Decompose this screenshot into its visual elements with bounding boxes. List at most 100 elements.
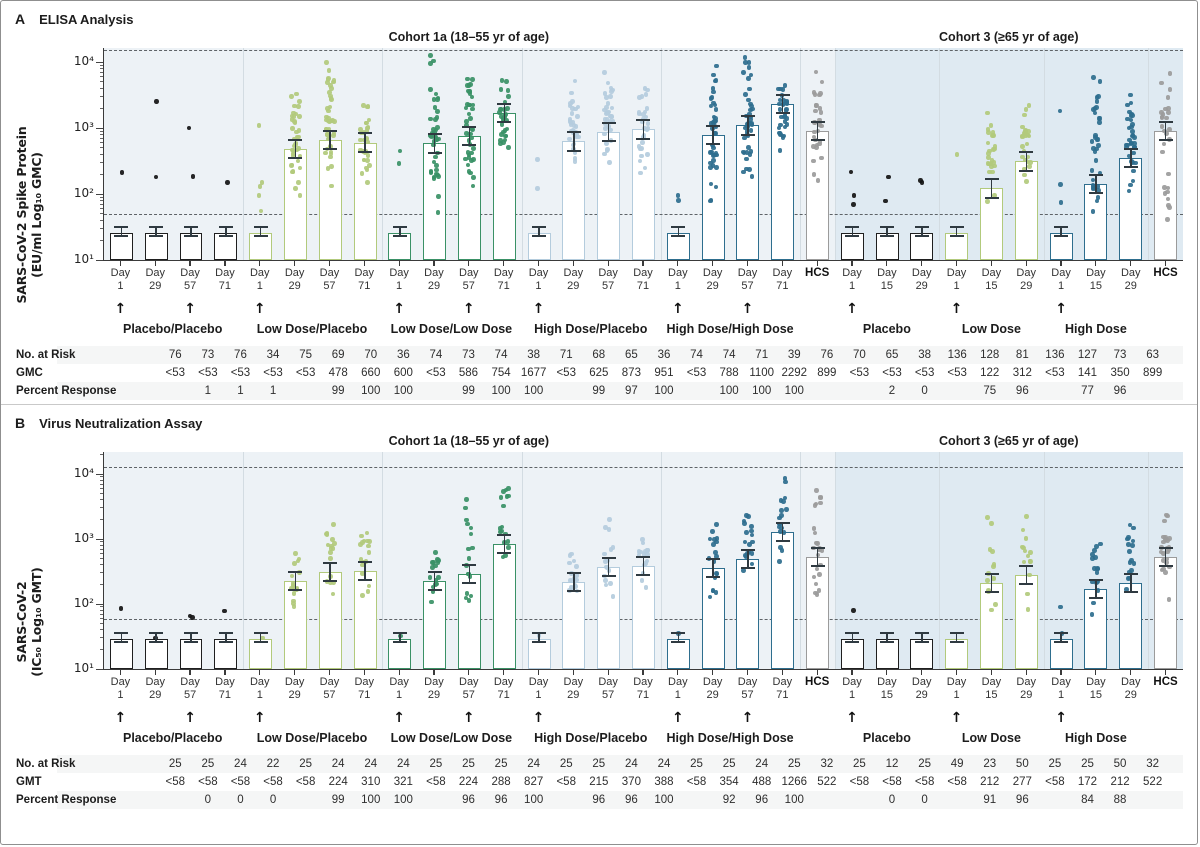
scatter-point (1094, 98, 1100, 104)
vaccination-arrow-icon: ↑ (393, 301, 405, 317)
scatter-point (364, 165, 369, 171)
x-tick-mark (1130, 261, 1132, 266)
scatter-point (1020, 154, 1025, 160)
scatter-point (329, 164, 334, 170)
day-label: Day 1 (660, 670, 695, 702)
error-bar-cap-top (706, 558, 721, 561)
plot-column (731, 48, 766, 260)
vaccination-arrow-row: ↑ ↑ ↑ ↑ ↑ ↑ ↑ ↑ ↑ ↑ ↑ (103, 710, 1183, 731)
error-bar-cap-top (636, 119, 651, 122)
scatter-point (568, 101, 573, 106)
error-bar-cap-bottom (288, 589, 303, 592)
day-number: 57 (741, 280, 754, 292)
group-label: High Dose/High Dose (666, 731, 794, 745)
group-label-row: Placebo/Placebo Low Dose/Placebo Low Dose/… (103, 322, 1183, 341)
scatter-point (610, 545, 616, 550)
scatter-point (433, 116, 439, 122)
error-bar-cap-top (218, 632, 233, 635)
plot-column (1009, 452, 1044, 669)
table-cell: 25 (592, 758, 606, 770)
upper-limit-dashed-line (104, 466, 1183, 468)
day-word: Day (598, 267, 618, 279)
scatter-point (813, 103, 819, 108)
error-bar (294, 572, 297, 591)
day-word: Day (737, 676, 758, 688)
scatter-point (640, 139, 645, 145)
error-bar-cap-bottom (323, 148, 338, 151)
group-label: Placebo/Placebo (122, 322, 223, 336)
scatter-point (290, 584, 296, 590)
scatter-point (431, 139, 437, 144)
scatter-point (602, 121, 608, 127)
scatter-point (328, 550, 334, 555)
plot-column (731, 452, 766, 669)
error-bar-cap-bottom (671, 640, 686, 643)
gm-bar (388, 638, 412, 669)
scatter-point (358, 127, 364, 132)
scatter-point (1132, 160, 1138, 166)
day-label: Day 29 (904, 670, 939, 702)
error-bar (607, 122, 610, 142)
error-bar-cap-bottom (114, 234, 129, 237)
day-number: 1 (848, 280, 856, 292)
scatter-point (712, 131, 717, 136)
error-bar-cap-top (845, 632, 860, 635)
error-bar-cap-top (1123, 572, 1138, 575)
table-cell: 100 (361, 385, 381, 397)
scatter-point (1132, 135, 1137, 140)
scatter-point (1091, 75, 1097, 80)
scatter-point (464, 517, 469, 523)
error-bar (225, 226, 227, 236)
error-bar-cap-top (740, 115, 755, 118)
scatter-point (433, 577, 439, 583)
group-separator (1043, 452, 1045, 669)
y-minor-tick (99, 81, 103, 83)
scatter-point (328, 93, 333, 99)
y-tick-label: 10³ (73, 531, 94, 545)
scatter-point (463, 156, 468, 162)
day-number: 57 (602, 280, 615, 292)
error-bar-cap-top (984, 572, 999, 575)
y-minor-tick (99, 71, 103, 73)
scatter-point (851, 193, 857, 198)
table-cells: <58 <58 <58 <58 <58 224 310 321 <58 224 288 827 <58 2… (159, 776, 1169, 788)
table-cell: 100 (524, 794, 544, 806)
scatter-point (1097, 79, 1103, 84)
scatter-point (291, 591, 297, 596)
day-label: Day 71 (208, 670, 243, 702)
scatter-point (817, 141, 822, 147)
day-number: 29 (567, 689, 580, 701)
scatter-point (1095, 194, 1101, 200)
plot-column (1009, 48, 1044, 260)
day-label: HCS (800, 261, 835, 280)
table-cell: <58 (556, 776, 576, 788)
x-tick-mark (886, 261, 888, 266)
scatter-point (1094, 579, 1100, 584)
x-tick-mark (1025, 670, 1027, 675)
scatter-point (815, 178, 821, 184)
scatter-point (638, 146, 644, 151)
table-cell: 73 (462, 349, 475, 361)
scatter-point (711, 89, 716, 95)
scatter-point (567, 103, 573, 109)
scatter-point (331, 522, 336, 527)
scatter-point (749, 551, 755, 556)
error-bar-cap-top (149, 225, 164, 228)
error-bar-cap-top (114, 225, 129, 228)
scatter-point (746, 167, 752, 172)
y-tick-label: 10³ (73, 120, 94, 134)
day-label: Day 29 (138, 261, 173, 293)
table-cell: 24 (396, 758, 410, 770)
plot-column (661, 452, 696, 669)
day-label: Day 57 (173, 261, 208, 293)
error-bar (399, 226, 401, 236)
scatter-point (222, 608, 227, 614)
plot-column (104, 452, 139, 669)
error-bar (990, 573, 993, 592)
panel-elisa: A ELISA Analysis SARS-CoV-2 Spike Protei… (1, 1, 1197, 400)
scatter-point (1028, 550, 1033, 555)
scatter-point (744, 129, 750, 134)
scatter-point (506, 145, 511, 150)
scatter-point (1159, 110, 1164, 116)
scatter-point (675, 193, 681, 198)
